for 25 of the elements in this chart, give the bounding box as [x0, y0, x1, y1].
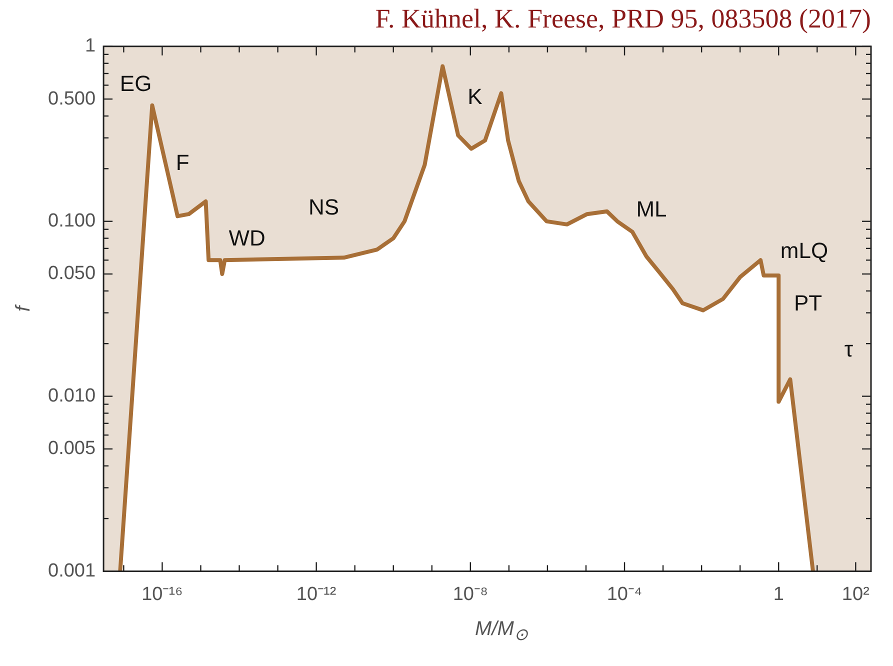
y-tick-label: 0.050 — [48, 263, 96, 284]
x-tick-label: 10⁻¹² — [296, 584, 336, 605]
x-tick-label: 10² — [842, 584, 870, 605]
chart-title: F. Kühnel, K. Freese, PRD 95, 083508 (2017) — [375, 3, 871, 34]
x-tick-label: 10⁻⁴ — [606, 584, 642, 605]
x-tick-label: 1 — [773, 584, 784, 605]
y-tick-label: 0.010 — [48, 386, 96, 406]
y-tick-label: 1 — [84, 36, 96, 57]
y-tick-label: 0.005 — [48, 438, 96, 460]
y-tick-label: 0.100 — [48, 210, 96, 232]
y-tick-label: 0.500 — [48, 88, 96, 110]
annotation: F — [176, 150, 190, 176]
annotation: PT — [794, 290, 822, 316]
annotation: mLQ — [780, 238, 828, 264]
annotation: τ — [844, 336, 854, 362]
annotation: WD — [228, 226, 266, 251]
annotation: K — [468, 84, 483, 109]
annotation: EG — [120, 70, 152, 96]
x-tick-label: 10⁻¹⁶ — [142, 584, 183, 605]
y-tick-label: 0.001 — [48, 560, 96, 582]
annotation: NS — [308, 194, 340, 220]
annotation: ML — [636, 196, 667, 222]
x-tick-label: 10⁻⁸ — [452, 584, 488, 605]
x-axis-title: M/M$_{⊙}$ — [474, 618, 529, 645]
y-axis-title: f — [12, 304, 35, 312]
